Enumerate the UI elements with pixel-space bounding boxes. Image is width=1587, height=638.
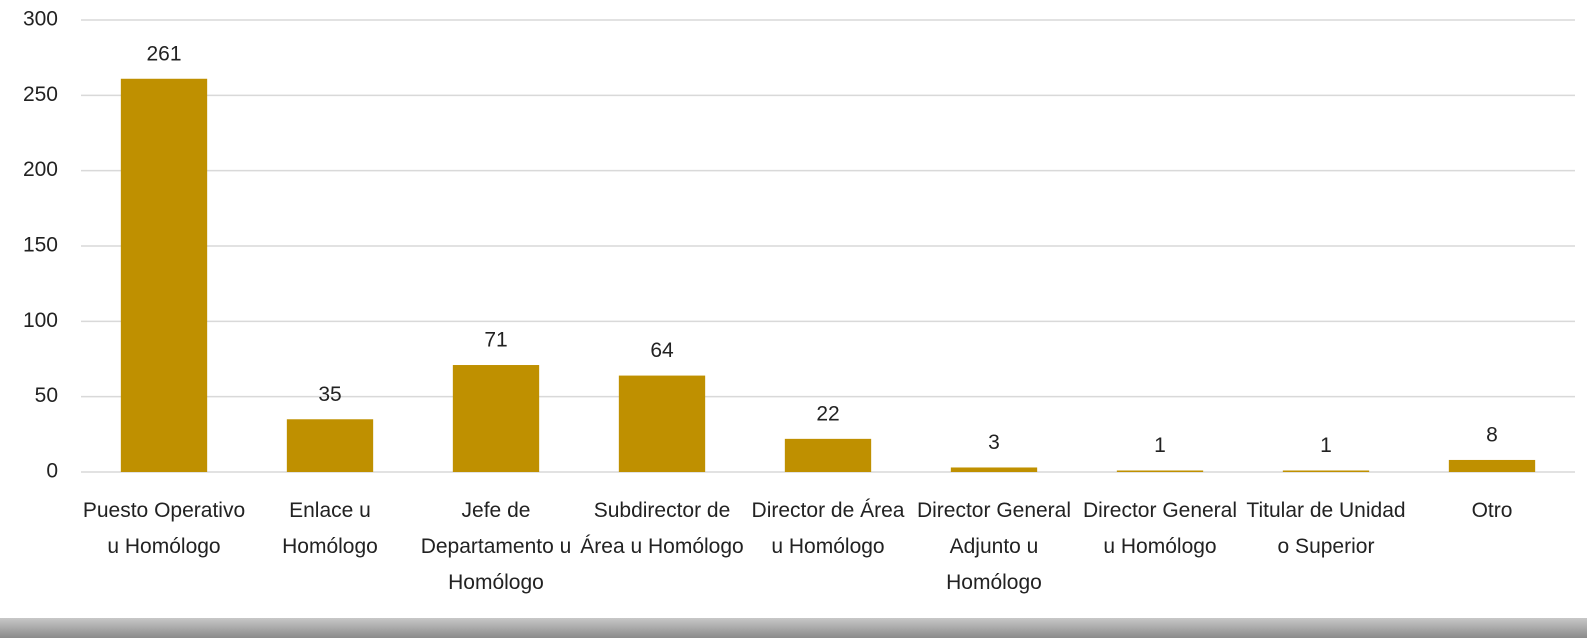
x-tick-label: Jefe de Departamento u Homólogo xyxy=(420,499,572,594)
x-tick-label: Director General u Homólogo xyxy=(1082,499,1238,558)
data-label: 35 xyxy=(318,383,341,406)
y-tick-label: 200 xyxy=(23,158,58,181)
bar xyxy=(1282,470,1370,472)
x-tick-label: Puesto Operativo u Homólogo xyxy=(82,499,246,558)
bar xyxy=(120,78,208,472)
data-label: 3 xyxy=(988,431,1000,454)
x-tick-label: Otro xyxy=(1471,499,1513,522)
data-label: 71 xyxy=(484,329,507,352)
data-label: 261 xyxy=(146,42,181,65)
bar xyxy=(452,365,540,472)
bar xyxy=(286,419,374,472)
bar xyxy=(1116,470,1204,472)
window-edge xyxy=(0,618,1587,638)
x-tick-label: Subdirector de Área u Homólogo xyxy=(580,499,744,558)
y-tick-label: 50 xyxy=(35,384,58,407)
y-tick-label: 150 xyxy=(23,234,58,257)
data-label: 8 xyxy=(1486,423,1498,446)
y-tick-label: 300 xyxy=(23,8,58,31)
y-tick-label: 250 xyxy=(23,83,58,106)
x-tick-label: Titular de Unidad o Superior xyxy=(1246,499,1406,558)
x-tick-label: Enlace u Homólogo xyxy=(282,499,378,558)
x-tick-label: Director General Adjunto u Homólogo xyxy=(916,499,1072,594)
y-tick-label: 100 xyxy=(23,309,58,332)
bar xyxy=(784,438,872,472)
bar xyxy=(618,375,706,472)
x-tick-label: Director de Área u Homólogo xyxy=(751,499,905,558)
data-label: 1 xyxy=(1154,434,1166,457)
data-label: 1 xyxy=(1320,434,1332,457)
bar xyxy=(950,467,1038,472)
data-label: 64 xyxy=(650,339,674,362)
y-tick-label: 0 xyxy=(46,460,58,483)
bar xyxy=(1448,459,1536,472)
data-label: 22 xyxy=(816,402,839,425)
